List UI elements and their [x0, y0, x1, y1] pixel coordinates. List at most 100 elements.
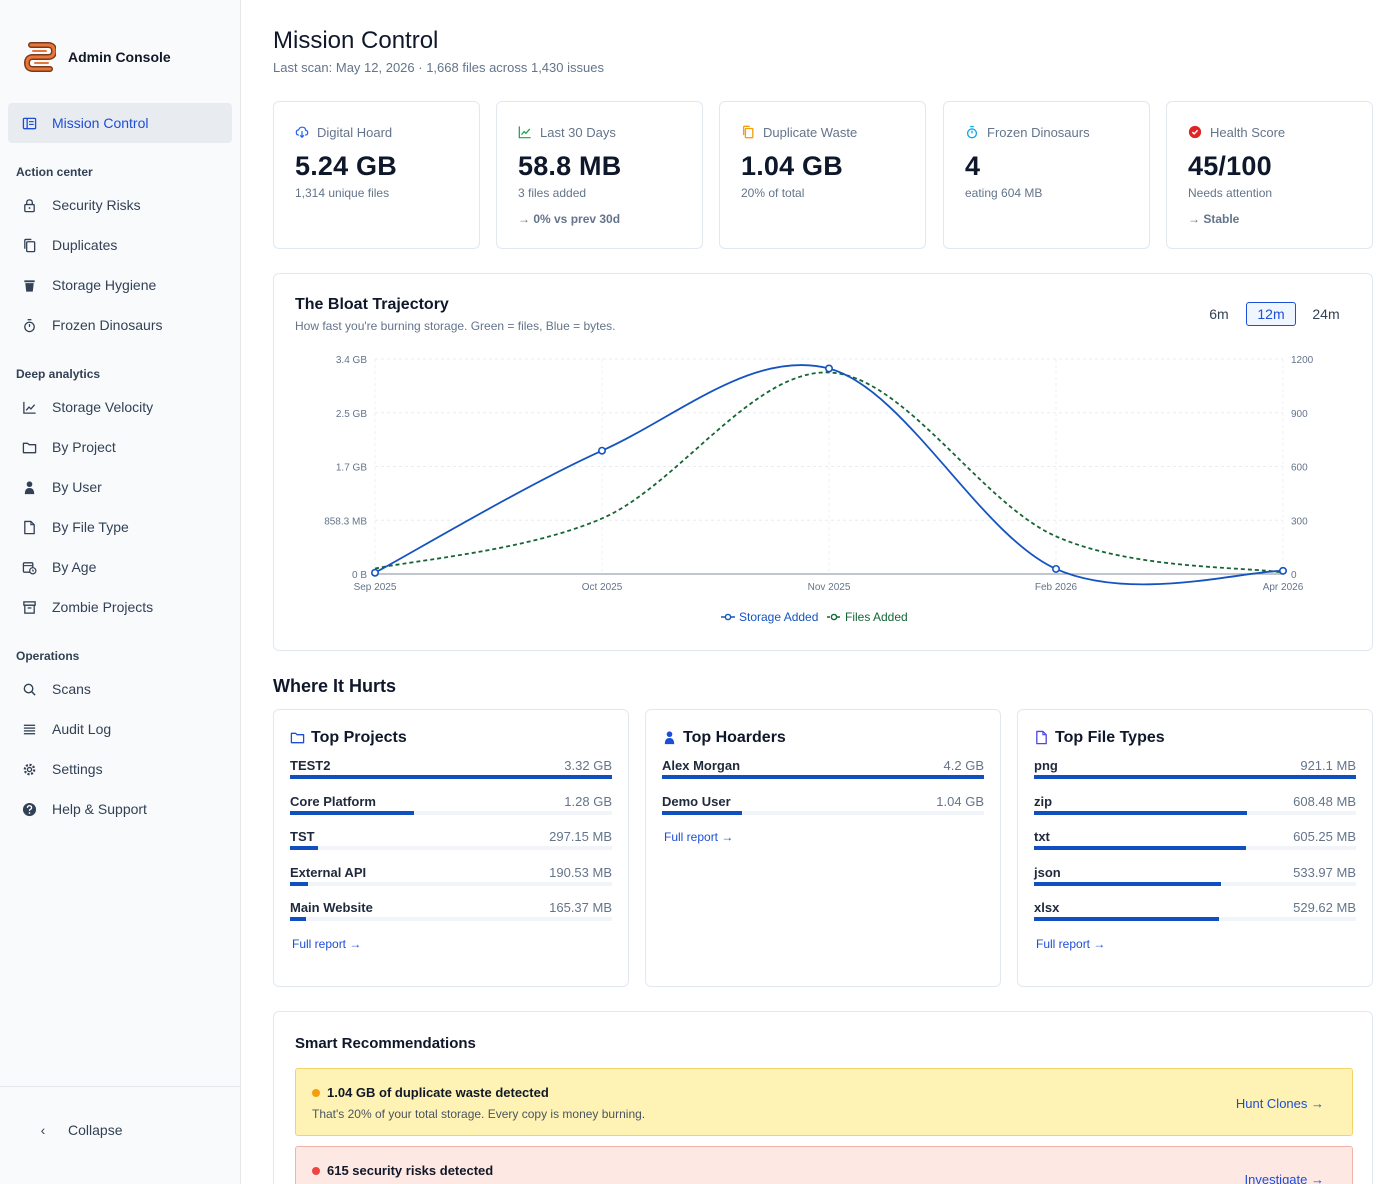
sidebar-item-label: Help & Support	[52, 801, 147, 817]
x-tick-label: Oct 2025	[582, 582, 623, 593]
usage-bar-track	[1034, 881, 1356, 886]
y-right-tick-label: 0	[1291, 570, 1297, 581]
sidebar-item-storage-velocity[interactable]: Storage Velocity	[8, 387, 232, 427]
item-name: json	[1034, 864, 1061, 880]
list-item[interactable]: Alex Morgan 4.2 GB	[662, 755, 984, 791]
smart-recommendations-card: Smart Recommendations 1.04 GB of duplica…	[273, 1011, 1373, 1184]
list-item[interactable]: Demo User 1.04 GB	[662, 791, 984, 827]
usage-bar-fill	[290, 917, 306, 921]
stat-card-health-score[interactable]: Health Score 45/100 Needs attention → St…	[1166, 101, 1373, 249]
x-tick-label: Apr 2026	[1263, 582, 1304, 593]
stat-card-last-30-days[interactable]: Last 30 Days 58.8 MB 3 files added → 0% …	[496, 101, 703, 249]
data-point	[371, 568, 380, 577]
alert-circle-icon	[1188, 125, 1202, 139]
item-name: Demo User	[662, 793, 731, 809]
sidebar-item-audit-log[interactable]: Audit Log	[8, 709, 232, 749]
investigate-link[interactable]: Investigate →	[1244, 1172, 1325, 1184]
chart-title: The Bloat Trajectory	[295, 296, 449, 313]
list-item[interactable]: Main Website 165.37 MB	[290, 897, 612, 933]
sidebar-item-settings[interactable]: Settings	[8, 749, 232, 789]
usage-bar-fill	[290, 846, 318, 850]
copy-icon	[21, 237, 37, 253]
collapse-button[interactable]: ‹ Collapse	[36, 1122, 123, 1138]
stat-card-digital-hoard[interactable]: Digital Hoard 5.24 GB 1,314 unique files	[273, 101, 480, 249]
sidebar-item-by-age[interactable]: By Age	[8, 547, 232, 587]
sidebar-item-duplicates[interactable]: Duplicates	[8, 225, 232, 265]
sidebar-item-by-file-type[interactable]: By File Type	[8, 507, 232, 547]
stat-card-frozen-dinosaurs[interactable]: Frozen Dinosaurs 4 eating 604 MB	[943, 101, 1150, 249]
sidebar-item-scans[interactable]: Scans	[8, 669, 232, 709]
sidebar-item-label: Settings	[52, 761, 103, 777]
item-size: 1.28 GB	[564, 793, 612, 809]
usage-bar-fill	[1034, 846, 1246, 850]
list-item[interactable]: xlsx 529.62 MB	[1034, 897, 1356, 933]
sidebar-item-by-user[interactable]: By User	[8, 467, 232, 507]
usage-bar-fill	[290, 881, 309, 886]
stat-sub: 1,314 unique files	[295, 186, 390, 200]
brand[interactable]: Admin Console	[24, 40, 171, 74]
y-left-tick-label: 2.5 GB	[336, 409, 367, 420]
sidebar-item-label: Duplicates	[52, 237, 118, 253]
stat-delta: → 0% vs prev 30d	[518, 212, 621, 226]
sidebar-item-label: Storage Hygiene	[52, 277, 157, 293]
file-icon	[21, 519, 37, 535]
range-6m-button[interactable]: 6m	[1209, 306, 1229, 322]
stat-label: Last 30 Days	[540, 124, 616, 140]
usage-bar-fill	[290, 810, 414, 815]
list-item[interactable]: External API 190.53 MB	[290, 862, 612, 898]
search-icon	[21, 681, 37, 697]
full-report-link[interactable]: Full report →	[664, 830, 734, 844]
usage-bar-track	[290, 917, 612, 921]
item-name: Main Website	[290, 900, 373, 915]
list-item[interactable]: TST 297.15 MB	[290, 826, 612, 862]
bloat-chart: 0 B 0 858.3 MB 300 1.7 GB 600 2.5 GB 900 3.4 GB 1…	[324, 355, 1313, 624]
list-icon	[21, 721, 37, 737]
calendar-clock-icon	[21, 559, 37, 575]
full-report-link[interactable]: Full report →	[1036, 936, 1106, 951]
stat-label: Duplicate Waste	[763, 124, 858, 140]
folder-icon	[21, 439, 37, 455]
hunt-clones-link[interactable]: Hunt Clones →	[1235, 1096, 1324, 1111]
stat-label: Health Score	[1210, 124, 1286, 140]
stat-sub: eating 604 MB	[965, 186, 1043, 200]
item-size: 190.53 MB	[549, 864, 612, 880]
page-subtitle: Last scan: May 12, 2026 · 1,668 files ac…	[273, 60, 604, 75]
range-12m-button[interactable]: 12m	[1246, 302, 1296, 326]
sidebar-item-label: Frozen Dinosaurs	[52, 317, 163, 333]
item-size: 1.04 GB	[936, 793, 984, 809]
chevron-left-icon: ‹	[40, 1122, 46, 1138]
bloat-trajectory-card: The Bloat Trajectory How fast you're bur…	[273, 273, 1373, 651]
page-title: Mission Control	[273, 27, 439, 54]
sidebar-divider	[0, 1086, 240, 1087]
item-name: Core Platform	[290, 793, 376, 809]
item-size: 605.25 MB	[1293, 829, 1356, 844]
full-report-link[interactable]: Full report →	[292, 936, 362, 951]
stat-card-duplicate-waste[interactable]: Duplicate Waste 1.04 GB 20% of total	[719, 101, 926, 249]
recommendation-body: That's 20% of your total storage. Every …	[312, 1107, 646, 1121]
sidebar-item-frozen-dinosaurs[interactable]: Frozen Dinosaurs	[8, 305, 232, 345]
list-item[interactable]: TEST2 3.32 GB	[290, 755, 612, 791]
sidebar-item-help-support[interactable]: Help & Support	[8, 789, 232, 829]
range-24m-button[interactable]: 24m	[1312, 306, 1340, 322]
sidebar-item-by-project[interactable]: By Project	[8, 427, 232, 467]
item-name: png	[1034, 758, 1058, 773]
stopwatch-icon	[965, 125, 979, 139]
sidebar-item-storage-hygiene[interactable]: Storage Hygiene	[8, 265, 232, 305]
list-item[interactable]: txt 605.25 MB	[1034, 826, 1356, 862]
item-size: 165.37 MB	[549, 900, 612, 915]
list-item[interactable]: json 533.97 MB	[1034, 862, 1356, 898]
list-item[interactable]: zip 608.48 MB	[1034, 791, 1356, 827]
sidebar-item-security-risks[interactable]: Security Risks	[8, 185, 232, 225]
list-item[interactable]: png 921.1 MB	[1034, 755, 1356, 791]
top-file-types-card: Top File Types png 921.1 MB zip 608.48 MB tx…	[1017, 709, 1373, 987]
usage-bar-fill	[1034, 810, 1247, 815]
lock-icon	[21, 197, 37, 213]
list-item[interactable]: Core Platform 1.28 GB	[290, 791, 612, 827]
y-right-tick-label: 600	[1291, 463, 1308, 474]
usage-bar-fill	[1034, 775, 1356, 779]
sidebar-item-zombie-projects[interactable]: Zombie Projects	[8, 587, 232, 627]
sidebar-item-label: By User	[52, 479, 102, 495]
stat-sub: 3 files added	[518, 186, 587, 200]
sidebar-item-mission-control[interactable]: Mission Control	[8, 103, 232, 143]
line-chart-icon	[21, 399, 37, 415]
